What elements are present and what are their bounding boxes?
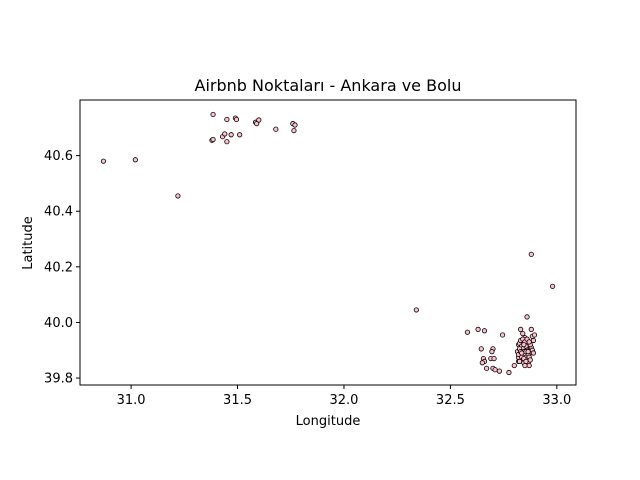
data-point: [132, 157, 138, 163]
data-point: [210, 136, 216, 143]
chart-title: Airbnb Noktaları - Ankara ve Bolu: [195, 76, 462, 95]
data-point: [525, 349, 531, 355]
y-tick-label: 40.0: [44, 316, 73, 331]
x-axis: 31.0 31.5 32.0 32.5 33.0: [117, 385, 571, 408]
data-point: [481, 328, 488, 334]
data-point: [518, 326, 524, 332]
x-tick-label: 32.5: [436, 393, 465, 408]
data-point: [530, 350, 537, 356]
data-point: [475, 326, 481, 332]
x-axis-label: Longitude: [296, 414, 361, 429]
y-tick-label: 40.6: [44, 149, 73, 164]
data-point: [222, 131, 228, 137]
data-point: [491, 355, 497, 362]
data-point: [413, 307, 419, 313]
data-point: [464, 329, 471, 335]
data-point: [291, 127, 297, 134]
data-point: [479, 360, 485, 366]
data-point: [549, 283, 556, 289]
y-axis: 39.8 40.0 40.2 40.4 40.6: [44, 149, 80, 387]
data-point: [256, 117, 262, 123]
data-point: [100, 158, 107, 164]
data-point: [516, 358, 523, 364]
data-point: [233, 116, 240, 123]
data-point: [499, 332, 506, 338]
x-tick-label: 31.0: [117, 393, 146, 408]
data-point: [526, 339, 532, 345]
data-point: [492, 367, 498, 373]
data-point: [519, 350, 525, 356]
data-point: [210, 111, 216, 118]
data-point: [511, 362, 517, 369]
data-point: [528, 326, 534, 332]
points-layer: [100, 111, 556, 376]
x-tick-label: 33.0: [542, 393, 571, 408]
data-point: [483, 365, 490, 371]
data-point: [531, 332, 538, 338]
data-point: [521, 342, 527, 348]
y-tick-label: 40.2: [44, 260, 73, 275]
data-point: [528, 251, 534, 257]
data-point: [523, 358, 529, 364]
data-point: [292, 122, 298, 128]
y-tick-label: 39.8: [44, 372, 73, 387]
data-point: [527, 357, 533, 363]
data-point: [496, 368, 502, 374]
data-point: [175, 193, 181, 199]
data-point: [530, 337, 537, 344]
data-point: [228, 132, 234, 138]
data-point: [224, 116, 230, 123]
data-point: [524, 314, 530, 320]
data-point: [237, 132, 243, 138]
y-tick-label: 40.4: [44, 205, 73, 220]
data-point: [526, 362, 532, 369]
data-point: [273, 126, 279, 132]
data-point: [506, 369, 512, 376]
data-point: [478, 346, 484, 352]
x-tick-label: 31.5: [223, 393, 252, 408]
x-tick-label: 32.0: [329, 393, 358, 408]
data-point: [522, 362, 528, 369]
plot-area: [79, 99, 577, 386]
data-point: [224, 139, 230, 145]
data-point: [489, 349, 495, 355]
data-point: [520, 330, 526, 337]
y-axis-label: Latitude: [21, 216, 36, 270]
